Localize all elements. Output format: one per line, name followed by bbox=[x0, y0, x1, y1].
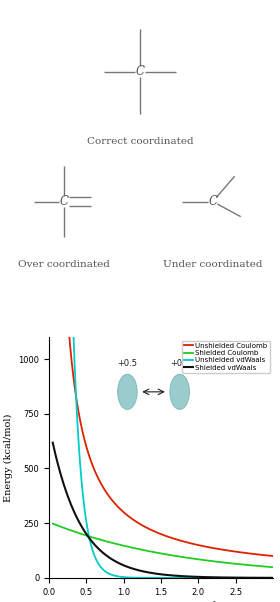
Ellipse shape bbox=[118, 374, 137, 409]
Shielded Coulomb bbox=[271, 563, 275, 571]
Unshielded Coulomb bbox=[158, 530, 162, 538]
Unshielded vdWaals bbox=[271, 574, 275, 582]
Text: C: C bbox=[208, 195, 217, 208]
Unshielded vdWaals bbox=[158, 574, 162, 582]
Shielded Coulomb bbox=[158, 550, 162, 557]
Shielded vdWaals bbox=[265, 574, 268, 582]
Legend: Unshielded Coulomb, Shielded Coulomb, Unshielded vdWaals, Shielded vdWaals: Unshielded Coulomb, Shielded Coulomb, Un… bbox=[182, 341, 270, 373]
Shielded vdWaals bbox=[271, 574, 275, 582]
Text: C: C bbox=[60, 195, 69, 208]
Unshielded Coulomb bbox=[62, 247, 66, 254]
Shielded Coulomb bbox=[62, 524, 66, 532]
Unshielded vdWaals bbox=[225, 574, 228, 582]
Shielded vdWaals bbox=[62, 482, 66, 489]
Text: Under coordinated: Under coordinated bbox=[163, 260, 263, 269]
Text: Correct coordinated: Correct coordinated bbox=[87, 137, 193, 146]
Unshielded Coulomb bbox=[265, 552, 268, 559]
Text: C: C bbox=[136, 65, 144, 78]
Text: +0.5: +0.5 bbox=[117, 359, 137, 368]
Unshielded Coulomb bbox=[152, 527, 156, 535]
Unshielded Coulomb bbox=[265, 552, 268, 559]
Unshielded vdWaals bbox=[265, 574, 268, 582]
Shielded Coulomb bbox=[265, 563, 268, 570]
Shielded Coulomb bbox=[225, 559, 228, 566]
Line: Shielded Coulomb: Shielded Coulomb bbox=[53, 524, 273, 567]
Shielded Coulomb bbox=[265, 563, 268, 570]
Unshielded Coulomb bbox=[225, 547, 228, 554]
Text: Over coordinated: Over coordinated bbox=[18, 260, 110, 269]
Unshielded vdWaals bbox=[152, 574, 156, 582]
Shielded vdWaals bbox=[225, 574, 228, 581]
Line: Shielded vdWaals: Shielded vdWaals bbox=[53, 442, 273, 578]
Shielded vdWaals bbox=[158, 571, 162, 578]
Line: Unshielded Coulomb: Unshielded Coulomb bbox=[53, 0, 273, 556]
Unshielded vdWaals bbox=[265, 574, 268, 582]
Shielded Coulomb bbox=[51, 520, 54, 527]
Shielded Coulomb bbox=[152, 548, 156, 556]
Y-axis label: Energy (kcal/mol): Energy (kcal/mol) bbox=[4, 414, 13, 501]
Shielded vdWaals bbox=[152, 569, 156, 577]
Line: Unshielded vdWaals: Unshielded vdWaals bbox=[53, 0, 273, 578]
Ellipse shape bbox=[170, 374, 189, 409]
Text: +0.5: +0.5 bbox=[170, 359, 190, 368]
Shielded vdWaals bbox=[265, 574, 268, 582]
Shielded vdWaals bbox=[51, 439, 54, 446]
Unshielded Coulomb bbox=[271, 553, 275, 560]
